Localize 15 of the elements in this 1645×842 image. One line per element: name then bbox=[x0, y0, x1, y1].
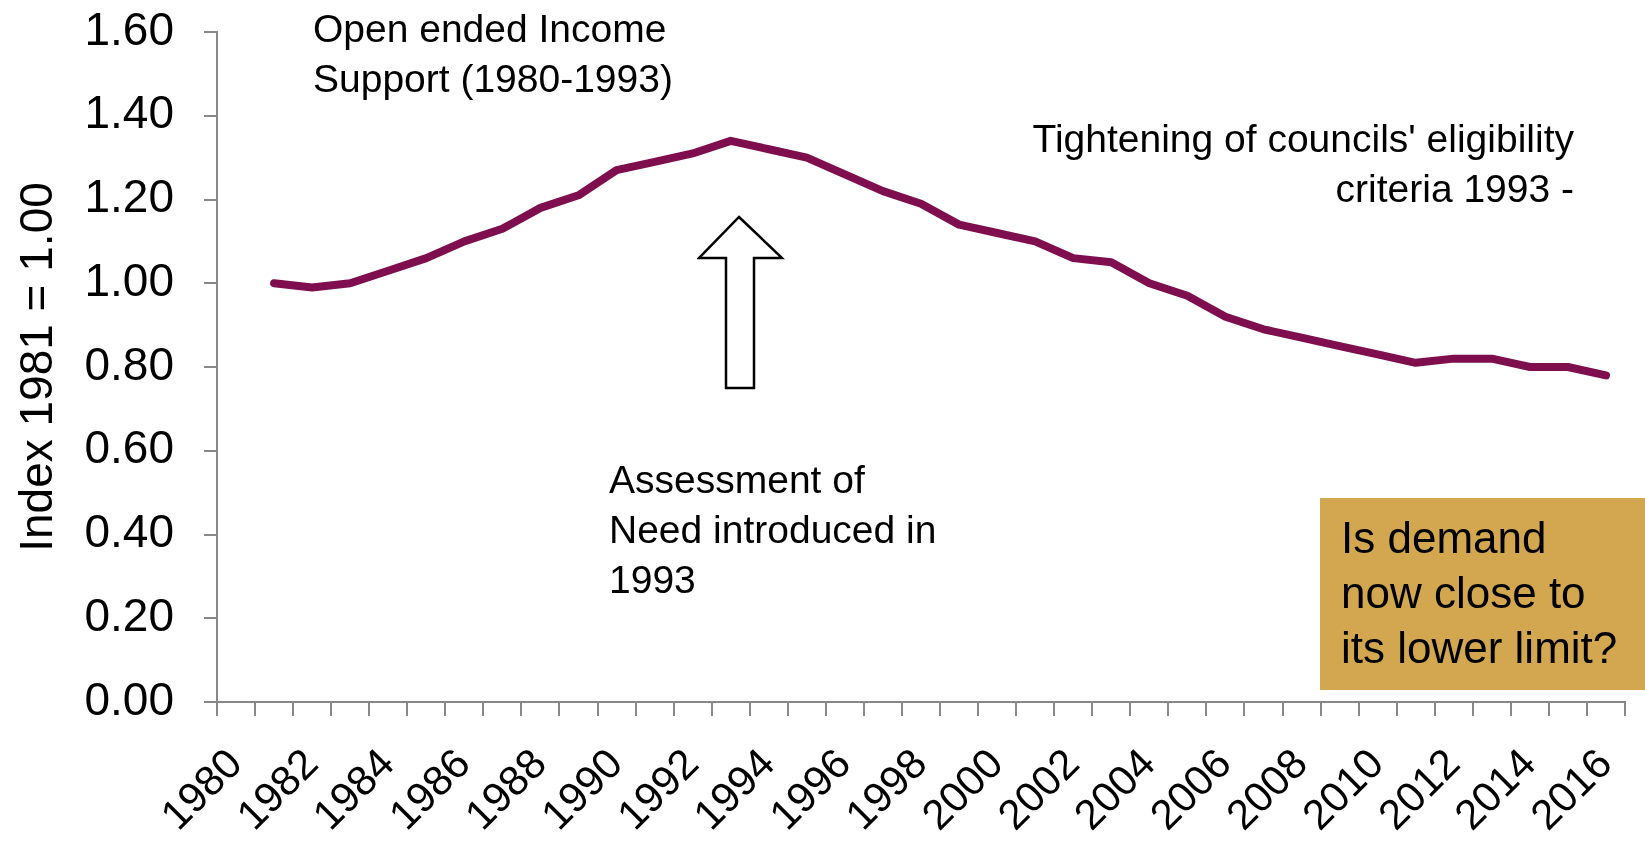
y-tick-label: 0.00 bbox=[84, 672, 174, 725]
y-tick-label: 1.60 bbox=[84, 2, 174, 55]
annotation: Is demand now close to its lower limit? bbox=[1341, 512, 1619, 674]
y-tick-label: 1.20 bbox=[84, 170, 174, 223]
note-box: Is demand now close to its lower limit? bbox=[1320, 498, 1645, 690]
y-tick-label: 0.20 bbox=[84, 588, 174, 641]
y-tick-label: 1.40 bbox=[84, 86, 174, 139]
annotation: Assessment of Need introduced in 1993 bbox=[609, 457, 938, 603]
y-tick-label: 1.00 bbox=[84, 253, 174, 306]
y-axis-title: Index 1981 = 1.00 bbox=[10, 182, 63, 552]
y-tick-label: 0.80 bbox=[84, 337, 174, 390]
annotation: Tightening of councils' eligibility criteria 1993 - bbox=[1031, 116, 1574, 212]
y-tick-label: 0.40 bbox=[84, 505, 174, 558]
y-tick-label: 0.60 bbox=[84, 421, 174, 474]
annotation: Open ended Income Support (1980-1993) bbox=[313, 6, 674, 102]
